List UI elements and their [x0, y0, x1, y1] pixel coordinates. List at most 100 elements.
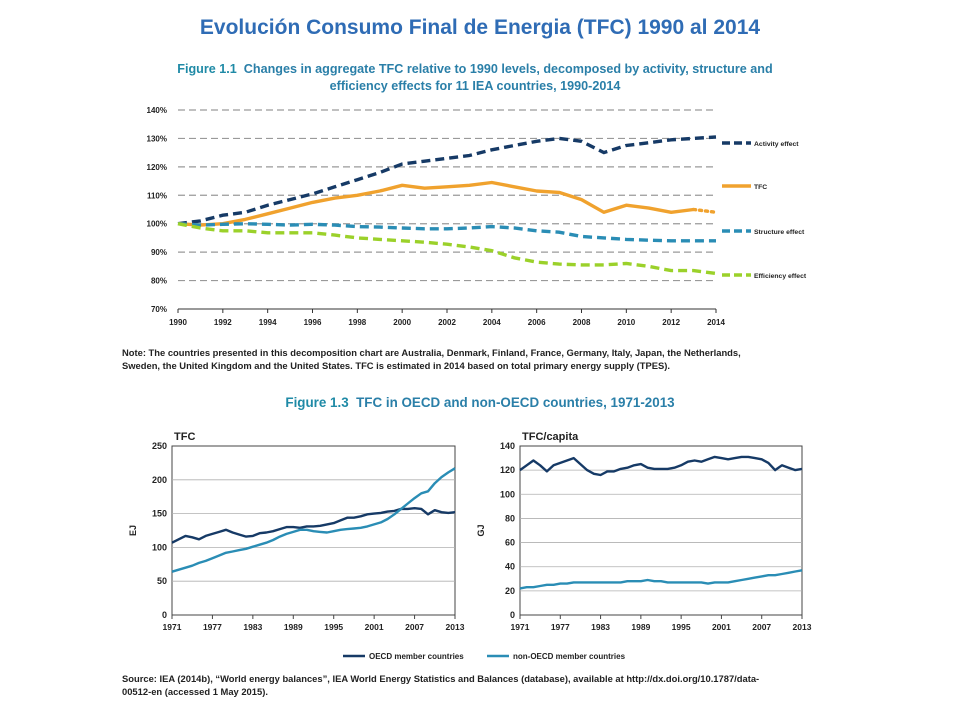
legend-item: TFC [722, 184, 767, 191]
panel-title: TFC/capita [522, 431, 579, 443]
legend-label: Efficiency effect [754, 273, 807, 280]
y-tick-label: 200 [152, 475, 167, 485]
source-line-2: 00512-en (accessed 1 May 2015). [122, 686, 268, 697]
figure-1-3-legend: OECD member countries non-OECD member cou… [343, 652, 626, 661]
x-tick-label: 1996 [304, 318, 322, 327]
series-line [177, 222, 717, 276]
chart-3-group: 0 20 40 60 80 100 120 140 1971 1977 1983 1989 1995 20… [476, 431, 812, 632]
x-tick-label: 1983 [591, 622, 610, 632]
plot-frame [519, 445, 803, 616]
x-tick-label: 1992 [214, 318, 232, 327]
x-tick-label: 2000 [393, 318, 411, 327]
x-tick-label: 2002 [438, 318, 456, 327]
series-line-estimate [691, 207, 718, 214]
x-tick-label: 1995 [672, 622, 691, 632]
series-activity-effect [177, 135, 717, 226]
y-tick-label: 40 [505, 562, 515, 572]
y-tick-label: 80 [505, 513, 515, 523]
y-tick-label: 0 [510, 610, 515, 620]
figure-1-1-title-line1: Changes in aggregate TFC relative to 199… [243, 62, 773, 76]
legend-item: Efficiency effect [722, 273, 807, 280]
x-tick-label: 2007 [752, 622, 771, 632]
y-tick-label: 80% [151, 277, 167, 286]
figure-1-3-title: Figure 1.3 TFC in OECD and non-OECD coun… [170, 395, 790, 410]
y-tick-label: 60 [505, 538, 515, 548]
x-tick-label: 1994 [259, 318, 277, 327]
y-axis-label: GJ [476, 524, 486, 536]
figure-1-1-title: Figure 1.1 Changes in aggregate TFC rela… [95, 61, 855, 95]
figure-1-1-label: Figure 1.1 [177, 62, 237, 76]
x-tick-label: 2001 [365, 622, 384, 632]
x-tick-label: 1989 [284, 622, 303, 632]
figure-1-3-title-text: TFC in OECD and non-OECD countries, 1971… [356, 395, 675, 410]
y-tick-label: 140% [147, 106, 167, 115]
y-tick-label: 20 [505, 586, 515, 596]
x-tick-label: 1971 [163, 622, 182, 632]
legend-item: Activity effect [722, 141, 799, 148]
series-line-non-oecd-member-countries [171, 467, 456, 573]
figure-1-3-label: Figure 1.3 [285, 395, 349, 410]
y-tick-label: 0 [162, 610, 167, 620]
y-tick-label: 110% [147, 191, 167, 200]
series-structure-effect [177, 221, 716, 243]
figure-1-1-title-line2: efficiency effects for 11 IEA countries,… [329, 79, 621, 93]
y-tick-label: 70% [151, 305, 167, 314]
series-line-oecd-member-countries [519, 455, 803, 477]
x-tick-label: 1977 [551, 622, 570, 632]
legend-label: Structure effect [754, 229, 805, 236]
plot-frame [171, 445, 456, 616]
y-tick-label: 150 [152, 509, 167, 519]
legend-label-oecd: OECD member countries [369, 652, 464, 661]
y-axis-label: EJ [128, 525, 138, 536]
y-tick-label: 140 [500, 441, 515, 451]
series-line [177, 135, 717, 226]
note-line-2: Sweden, the United Kingdom and the Unite… [122, 360, 671, 371]
series-efficiency-effect [177, 222, 717, 276]
x-tick-label: 1990 [169, 318, 187, 327]
x-tick-label: 1971 [511, 622, 530, 632]
chart-2-group: 0 50 100 150 200 250 1971 1977 1983 1989 1995 2001 2… [128, 431, 465, 632]
series-line [177, 180, 694, 227]
y-tick-label: 100 [152, 542, 167, 552]
legend-item: Structure effect [722, 229, 805, 236]
y-tick-label: 250 [152, 441, 167, 451]
x-tick-label: 2007 [405, 622, 424, 632]
y-tick-label: 90% [151, 248, 167, 257]
note-line-1: Note: The countries presented in this de… [122, 347, 741, 358]
x-tick-label: 1995 [324, 622, 343, 632]
legend-label: TFC [754, 184, 767, 191]
x-tick-label: 2001 [712, 622, 731, 632]
y-tick-label: 120% [147, 163, 167, 172]
x-tick-label: 2010 [617, 318, 635, 327]
source-line-1: Source: IEA (2014b), “World energy balan… [122, 673, 760, 684]
y-tick-label: 130% [147, 134, 167, 143]
panel-title: TFC [174, 431, 195, 443]
figure-1-3-source: Source: IEA (2014b), “World energy balan… [122, 672, 842, 698]
series-line [177, 221, 716, 243]
y-tick-label: 100% [147, 220, 167, 229]
series-line-oecd-member-countries [171, 507, 456, 544]
x-tick-label: 1989 [631, 622, 650, 632]
x-tick-label: 1983 [243, 622, 262, 632]
y-tick-label: 50 [157, 576, 167, 586]
legend-label: Activity effect [754, 141, 799, 148]
legend-label-non-oecd: non-OECD member countries [513, 652, 626, 661]
figure-1-1-note: Note: The countries presented in this de… [122, 346, 842, 372]
x-tick-label: 1998 [348, 318, 366, 327]
x-tick-label: 2013 [446, 622, 465, 632]
x-tick-label: 2008 [573, 318, 591, 327]
x-tick-label: 2004 [483, 318, 501, 327]
series-tfc [177, 180, 718, 227]
x-tick-label: 2014 [707, 318, 725, 327]
x-tick-label: 2006 [528, 318, 546, 327]
y-tick-label: 100 [500, 489, 515, 499]
chart-1-gridlines [178, 109, 716, 282]
x-tick-label: 2012 [662, 318, 680, 327]
y-tick-label: 120 [500, 465, 515, 475]
x-tick-label: 1977 [203, 622, 222, 632]
x-tick-label: 2013 [793, 622, 812, 632]
series-line-non-oecd-member-countries [519, 569, 803, 590]
page-title: Evolución Consumo Final de Energia (TFC)… [199, 16, 761, 39]
chart-1-group: 70% 80% 90% 100% 110% 120% 130% 140% 1990 1992 199… [147, 106, 807, 327]
